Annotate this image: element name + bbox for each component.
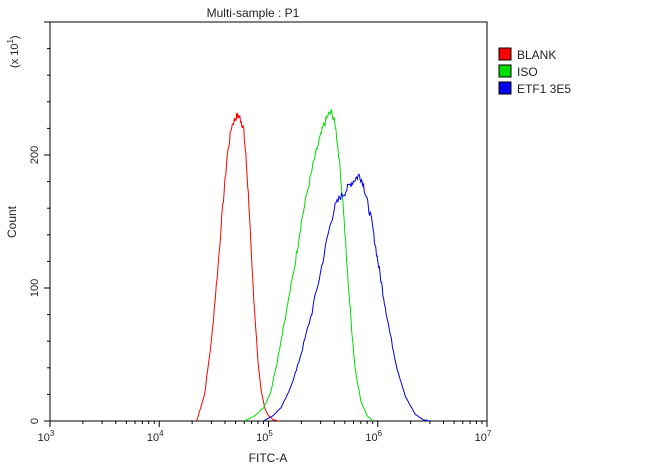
y-tick-label: 200	[29, 146, 41, 164]
x-axis-ticks: 103 104 105 106 107	[38, 421, 492, 444]
series-layer	[196, 108, 430, 422]
x-tick-label: 104	[147, 429, 164, 444]
svg-text:(x 101): (x 101)	[6, 35, 21, 68]
legend-swatch	[498, 81, 512, 95]
legend-label: BLANK	[517, 48, 556, 62]
y-multiplier-label: (x 101)	[6, 35, 21, 68]
plot-frame	[49, 21, 488, 422]
y-tick-label: 100	[29, 279, 41, 297]
series-line-0	[196, 112, 280, 422]
legend-swatch	[498, 64, 512, 78]
x-axis-label: FITC-A	[249, 451, 288, 465]
y-tick-label: 0	[29, 418, 41, 424]
legend: BLANK ISO ETF1 3E5	[498, 47, 571, 96]
legend-swatch	[498, 47, 512, 61]
legend-label: ISO	[517, 65, 538, 79]
x-tick-label: 103	[38, 429, 55, 444]
x-tick-label: 107	[475, 429, 492, 444]
series-line-2	[263, 173, 430, 422]
chart-title: Multi-sample : P1	[207, 6, 300, 20]
y-axis-ticks: 0 100 200	[29, 21, 50, 424]
x-tick-label: 106	[365, 429, 382, 444]
x-tick-label: 105	[256, 429, 273, 444]
y-axis-label: Count	[5, 205, 19, 238]
y-multiplier-close: )	[9, 35, 21, 39]
y-multiplier-text: (x 10	[9, 44, 21, 68]
y-multiplier-exponent: 1	[6, 39, 15, 44]
series-line-1	[244, 108, 374, 422]
legend-label: ETF1 3E5	[517, 82, 571, 96]
